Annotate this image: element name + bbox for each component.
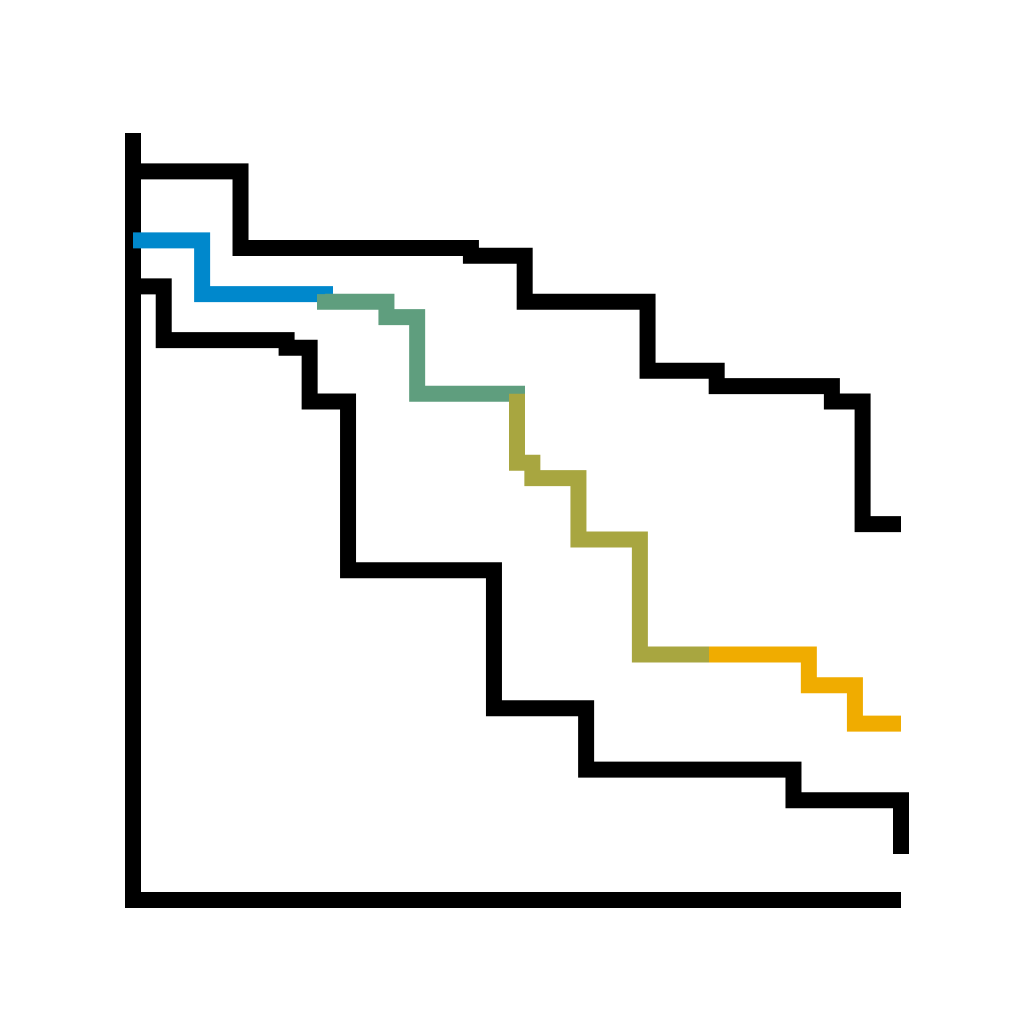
lower-bound-line (133, 278, 909, 854)
series-2-segment-3 (509, 393, 709, 663)
upper-bound-line (133, 163, 901, 533)
series-2-segment-2 (317, 293, 525, 463)
series-layer (133, 163, 909, 854)
axes (125, 133, 901, 908)
series-2-segment-4 (709, 646, 901, 732)
